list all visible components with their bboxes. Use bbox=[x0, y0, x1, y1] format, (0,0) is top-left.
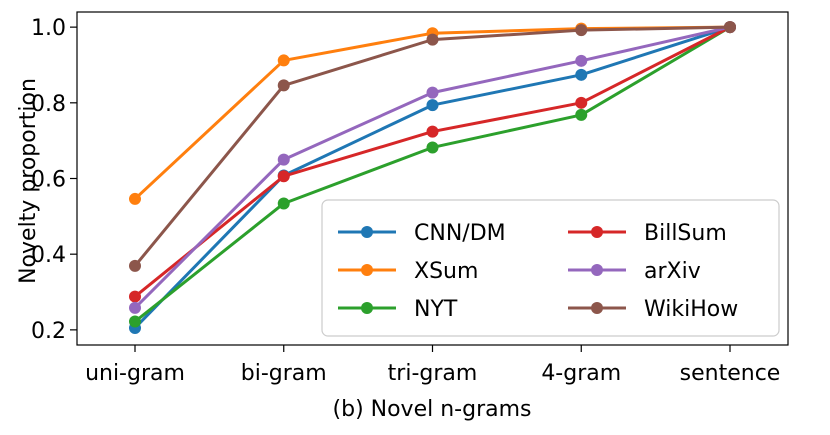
series-wikihow bbox=[129, 21, 736, 272]
legend-item: BillSum bbox=[568, 221, 727, 246]
legend-item: WikiHow bbox=[568, 297, 738, 322]
data-point bbox=[426, 141, 439, 154]
data-point bbox=[277, 197, 290, 210]
legend-item: NYT bbox=[338, 297, 458, 322]
data-point bbox=[575, 108, 588, 121]
legend-marker bbox=[591, 302, 603, 314]
x-tick-label: tri-gram bbox=[388, 361, 478, 386]
legend-label: WikiHow bbox=[644, 297, 738, 322]
series-nyt bbox=[129, 21, 736, 328]
legend-item: arXiv bbox=[568, 259, 701, 284]
data-point bbox=[426, 86, 439, 99]
legend-item: CNN/DM bbox=[338, 221, 506, 246]
data-point bbox=[575, 24, 588, 37]
legend-marker bbox=[361, 302, 373, 314]
series-line bbox=[133, 25, 731, 201]
data-point bbox=[277, 79, 290, 92]
y-axis-ticks: 0.2 0.4 0.6 0.8 1.0 bbox=[31, 16, 77, 344]
legend-label: NYT bbox=[414, 297, 458, 322]
data-point bbox=[129, 259, 141, 272]
legend-marker bbox=[591, 226, 603, 238]
data-point bbox=[426, 33, 439, 46]
legend-marker bbox=[361, 264, 373, 276]
x-tick-label: uni-gram bbox=[85, 361, 185, 386]
legend-label: arXiv bbox=[644, 259, 701, 284]
x-tick-label: sentence bbox=[680, 361, 781, 386]
legend-item: XSum bbox=[338, 259, 478, 284]
data-point bbox=[277, 153, 290, 166]
data-point bbox=[575, 96, 588, 109]
plot-frame bbox=[76, 11, 789, 346]
data-point bbox=[426, 125, 439, 138]
legend-label: CNN/DM bbox=[414, 221, 506, 246]
data-point bbox=[426, 99, 439, 112]
data-point bbox=[129, 192, 141, 205]
y-tick-label: 0.4 bbox=[31, 243, 66, 268]
legend-marker bbox=[361, 226, 373, 238]
data-point bbox=[277, 170, 290, 183]
legend-label: XSum bbox=[414, 259, 478, 284]
series-layer bbox=[129, 21, 736, 334]
y-tick-label: 0.6 bbox=[31, 168, 66, 193]
x-axis-ticks: uni-gram bi-gram tri-gram 4-gram sentence bbox=[85, 345, 780, 386]
y-axis-label: Novelty proportion bbox=[16, 78, 41, 284]
legend-box bbox=[321, 199, 780, 337]
data-point bbox=[129, 301, 141, 314]
data-point bbox=[575, 54, 588, 67]
x-tick-label: 4-gram bbox=[541, 361, 621, 386]
x-tick-label: bi-gram bbox=[241, 361, 327, 386]
y-tick-label: 0.8 bbox=[31, 92, 66, 117]
legend-marker bbox=[591, 264, 603, 276]
data-point bbox=[277, 54, 290, 67]
series-xsum bbox=[129, 21, 736, 205]
data-point bbox=[724, 21, 736, 34]
data-point bbox=[129, 290, 141, 303]
y-tick-label: 0.2 bbox=[31, 319, 66, 344]
y-tick-label: 1.0 bbox=[31, 16, 66, 41]
data-point bbox=[129, 315, 141, 328]
x-axis-label: (b) Novel n-grams bbox=[333, 397, 532, 422]
legend: CNN/DM XSum NYT BillSum arXiv WikiHow bbox=[321, 199, 780, 337]
data-point bbox=[575, 68, 588, 81]
legend-label: BillSum bbox=[644, 221, 727, 246]
